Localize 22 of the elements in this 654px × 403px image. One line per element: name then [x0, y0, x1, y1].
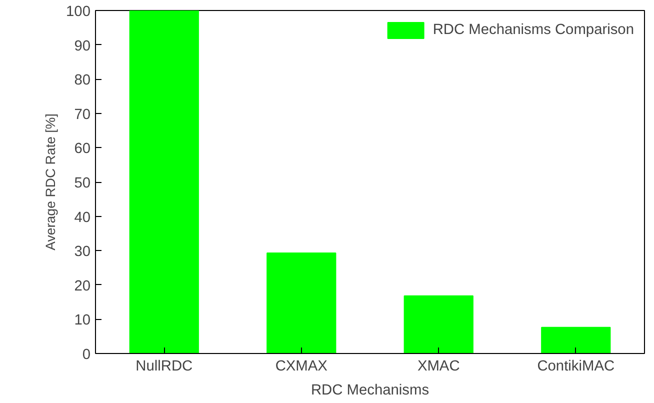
bar [541, 326, 611, 354]
y-tick-label: 60 [74, 141, 91, 158]
x-tick-label: ContikiMAC [537, 358, 615, 374]
y-tick-label: 30 [74, 244, 91, 260]
legend-label: RDC Mechanisms Comparison [432, 22, 634, 38]
x-tick-label: NullRDC [136, 358, 194, 374]
y-tick-label: 10 [74, 312, 91, 329]
bar [404, 295, 474, 354]
bar [266, 252, 336, 354]
y-tick-label: 70 [74, 106, 91, 123]
y-tick-label: 50 [74, 176, 91, 192]
bar [129, 10, 199, 354]
y-tick-label: 0 [82, 347, 91, 363]
y-tick-label: 40 [74, 210, 91, 226]
y-tick-label: 100 [66, 4, 91, 20]
x-axis-title: RDC Mechanisms [310, 382, 430, 398]
x-tick-label: XMAC [417, 358, 460, 374]
y-tick-label: 80 [74, 72, 91, 89]
y-axis-title: Average RDC Rate [%] [43, 114, 58, 250]
y-tick-label: 90 [74, 38, 91, 54]
x-tick-label: CXMAX [275, 358, 328, 374]
y-tick-label: 20 [74, 278, 91, 294]
